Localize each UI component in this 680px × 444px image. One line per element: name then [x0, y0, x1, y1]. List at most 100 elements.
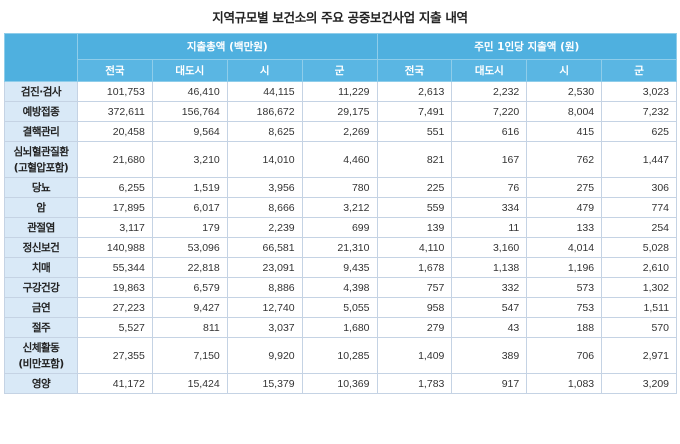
table-row: 영양 41,172 15,424 15,379 10,369 1,783 917 1,083 3…: [4, 373, 678, 394]
table-cell: 757: [376, 277, 453, 298]
row-label-subtext: (고혈압포함): [13, 161, 69, 174]
table-cell: 139: [376, 217, 453, 238]
table-cell: 2,239: [226, 217, 303, 238]
table-row: 심뇌혈관질환 (고혈압포함) 21,680 3,210 14,010 4,460 821 16…: [4, 141, 678, 178]
table-cell: 1,511: [601, 297, 678, 318]
table-cell: 415: [526, 121, 603, 142]
table-cell: 1,138: [451, 257, 528, 278]
table-cell: 8,625: [226, 121, 303, 142]
table-cell: 3,212: [301, 197, 378, 218]
table-cell: 762: [526, 141, 603, 178]
table-cell: 4,460: [301, 141, 378, 178]
table-cell: 9,435: [301, 257, 378, 278]
table-cell: 811: [151, 317, 228, 338]
table-cell: 3,210: [151, 141, 228, 178]
table-cell: 15,424: [151, 373, 228, 394]
table-row: 결핵관리 20,458 9,564 8,625 2,269 551 616 415 625: [4, 121, 678, 142]
row-label-text: 정신보건: [22, 241, 60, 254]
table-cell: 17,895: [77, 197, 153, 218]
table-cell: 7,232: [601, 101, 678, 122]
table-row: 금연 27,223 9,427 12,740 5,055 958 547 753 1,511: [4, 297, 678, 318]
table-cell: 573: [526, 277, 603, 298]
table-row: 암 17,895 6,017 8,666 3,212 559 334 479 774: [4, 197, 678, 218]
table-cell: 1,783: [376, 373, 453, 394]
row-label-text: 검진·검사: [20, 85, 62, 98]
row-label-text: 암: [36, 201, 46, 214]
table-cell: 2,613: [376, 81, 453, 102]
row-label: 절주: [4, 317, 78, 338]
table-cell: 1,196: [526, 257, 603, 278]
table-cell: 4,398: [301, 277, 378, 298]
table-cell: 1,409: [376, 337, 453, 374]
table-cell: 8,886: [226, 277, 303, 298]
table-cell: 14,010: [226, 141, 303, 178]
table-cell: 551: [376, 121, 453, 142]
table-cell: 133: [526, 217, 603, 238]
header-region: 시: [226, 59, 303, 82]
table-cell: 9,427: [151, 297, 228, 318]
table-cell: 140,988: [77, 237, 153, 258]
table-cell: 66,581: [226, 237, 303, 258]
table-cell: 559: [376, 197, 453, 218]
table-cell: 706: [526, 337, 603, 374]
header-region: 대도시: [451, 59, 528, 82]
row-label: 암: [4, 197, 78, 218]
row-label: 정신보건: [4, 237, 78, 258]
table-cell: 2,232: [451, 81, 528, 102]
table-cell: 41,172: [77, 373, 153, 394]
table-cell: 1,519: [151, 177, 228, 198]
table-row: 치매 55,344 22,818 23,091 9,435 1,678 1,138 1,196…: [4, 257, 678, 278]
table-cell: 5,028: [601, 237, 678, 258]
table-cell: 8,004: [526, 101, 603, 122]
table-cell: 46,410: [151, 81, 228, 102]
table-cell: 27,355: [77, 337, 153, 374]
row-label-text: 심뇌혈관질환: [13, 145, 69, 158]
table-cell: 6,017: [151, 197, 228, 218]
table-cell: 547: [451, 297, 528, 318]
table-cell: 4,110: [376, 237, 453, 258]
table-cell: 780: [301, 177, 378, 198]
table-cell: 55,344: [77, 257, 153, 278]
header-row-groups: 지출총액 (백만원) 주민 1인당 지출액 (원): [4, 33, 678, 82]
table-cell: 8,666: [226, 197, 303, 218]
table-cell: 753: [526, 297, 603, 318]
table-cell: 53,096: [151, 237, 228, 258]
table-cell: 1,447: [601, 141, 678, 178]
table-cell: 21,680: [77, 141, 153, 178]
table-row: 절주 5,527 811 3,037 1,680 279 43 188 570: [4, 317, 678, 338]
row-label-text: 관절염: [27, 221, 55, 234]
table-row: 관절염 3,117 179 2,239 699 139 11 133 254: [4, 217, 678, 238]
row-label-text: 치매: [31, 261, 51, 274]
table-cell: 3,209: [601, 373, 678, 394]
table-cell: 10,285: [301, 337, 378, 374]
row-label-text: 절주: [31, 321, 51, 334]
header-region: 군: [601, 59, 678, 82]
table-cell: 29,175: [301, 101, 378, 122]
table-cell: 22,818: [151, 257, 228, 278]
header-row-regions: 전국 대도시 시 군 전국 대도시 시 군: [5, 59, 678, 82]
table-cell: 101,753: [77, 81, 153, 102]
table-cell: 2,971: [601, 337, 678, 374]
row-label-text: 예방접종: [22, 105, 60, 118]
table-cell: 20,458: [77, 121, 153, 142]
row-label: 관절염: [4, 217, 78, 238]
table-cell: 1,678: [376, 257, 453, 278]
table-cell: 19,863: [77, 277, 153, 298]
header-corner: [4, 33, 78, 82]
table-cell: 186,672: [226, 101, 303, 122]
header-region: 전국: [77, 59, 153, 82]
table-cell: 76: [451, 177, 528, 198]
header-group-total: 지출총액 (백만원): [77, 33, 378, 60]
table-cell: 2,610: [601, 257, 678, 278]
table-cell: 4,014: [526, 237, 603, 258]
table-cell: 15,379: [226, 373, 303, 394]
header-group-per-capita: 주민 1인당 지출액 (원): [376, 33, 678, 60]
table-cell: 254: [601, 217, 678, 238]
row-label-text: 영양: [31, 377, 51, 390]
table-cell: 7,491: [376, 101, 453, 122]
row-label: 금연: [4, 297, 78, 318]
table-cell: 7,220: [451, 101, 528, 122]
table-cell: 3,117: [77, 217, 153, 238]
table-cell: 7,150: [151, 337, 228, 374]
table-cell: 917: [451, 373, 528, 394]
